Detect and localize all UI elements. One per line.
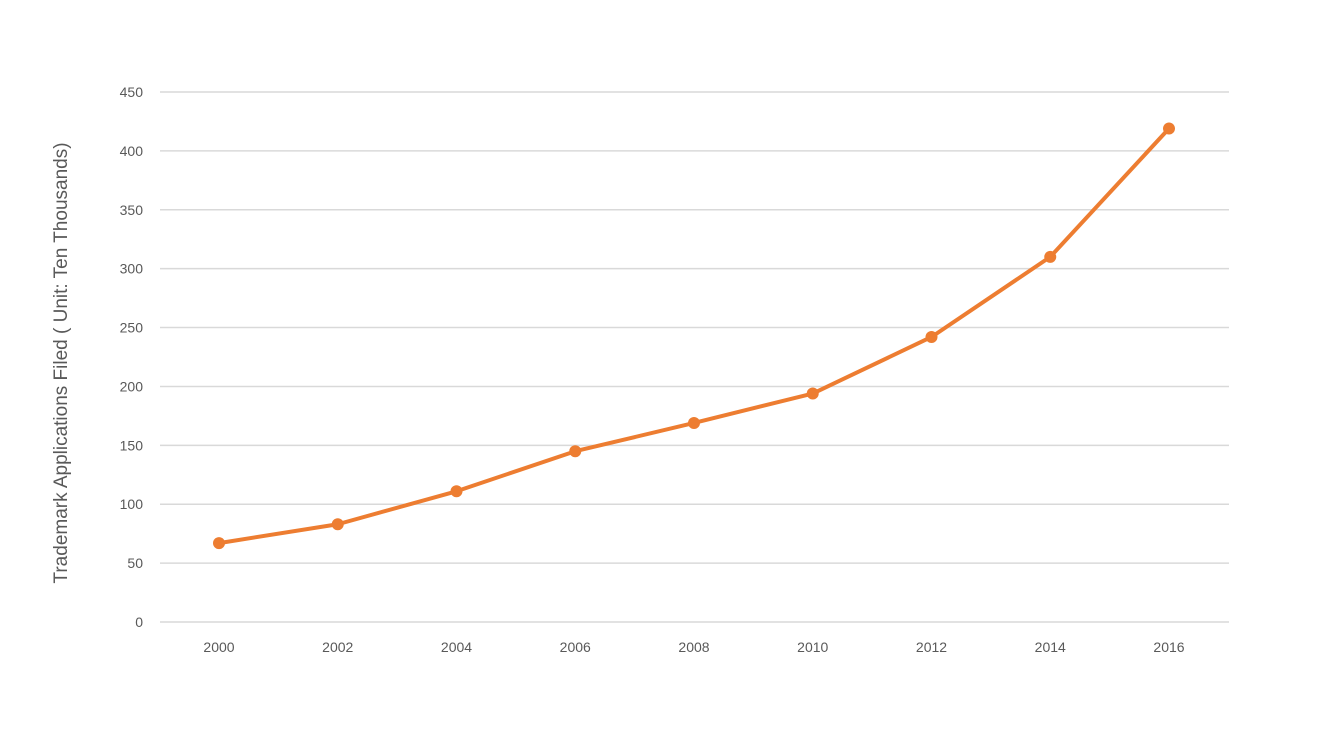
y-tick-label: 450 [120, 84, 144, 100]
x-tick-label: 2006 [560, 639, 591, 655]
data-point-2006 [569, 445, 582, 458]
y-tick-label: 250 [120, 320, 144, 336]
data-point-2002 [331, 518, 344, 531]
data-point-2008 [688, 416, 700, 429]
data-point-2014 [1044, 250, 1057, 263]
y-tick-label: 400 [120, 143, 144, 159]
x-tick-label: 2000 [203, 639, 234, 655]
x-tick-label: 2016 [1153, 639, 1184, 655]
x-tick-label: 2004 [441, 639, 472, 655]
y-tick-label: 50 [127, 555, 143, 571]
y-tick-label: 200 [120, 378, 144, 394]
y-tick-label: 150 [120, 437, 144, 453]
series-group [213, 122, 1175, 550]
data-point-2010 [806, 387, 819, 400]
data-point-2012 [925, 330, 938, 343]
data-point-2016 [1163, 122, 1175, 135]
y-tick-label: 100 [120, 496, 144, 512]
y-tick-labels: 0 50 100 150 200 250 300 350 400 450 [120, 84, 144, 630]
data-point-2000 [213, 537, 225, 550]
x-tick-label: 2012 [916, 639, 947, 655]
x-tick-label: 2014 [1035, 639, 1066, 655]
x-tick-label: 2008 [678, 639, 709, 655]
y-tick-label: 300 [120, 261, 144, 277]
gridlines [160, 91, 1229, 623]
y-tick-label: 0 [135, 614, 143, 630]
y-tick-label: 350 [120, 202, 144, 218]
x-tick-label: 2010 [797, 639, 828, 655]
data-point-2004 [450, 485, 463, 498]
x-tick-labels: 2000 2002 2004 2006 2008 2010 2012 2014 2016 [203, 639, 1184, 655]
x-tick-label: 2002 [322, 639, 353, 655]
series-line [217, 126, 1171, 546]
